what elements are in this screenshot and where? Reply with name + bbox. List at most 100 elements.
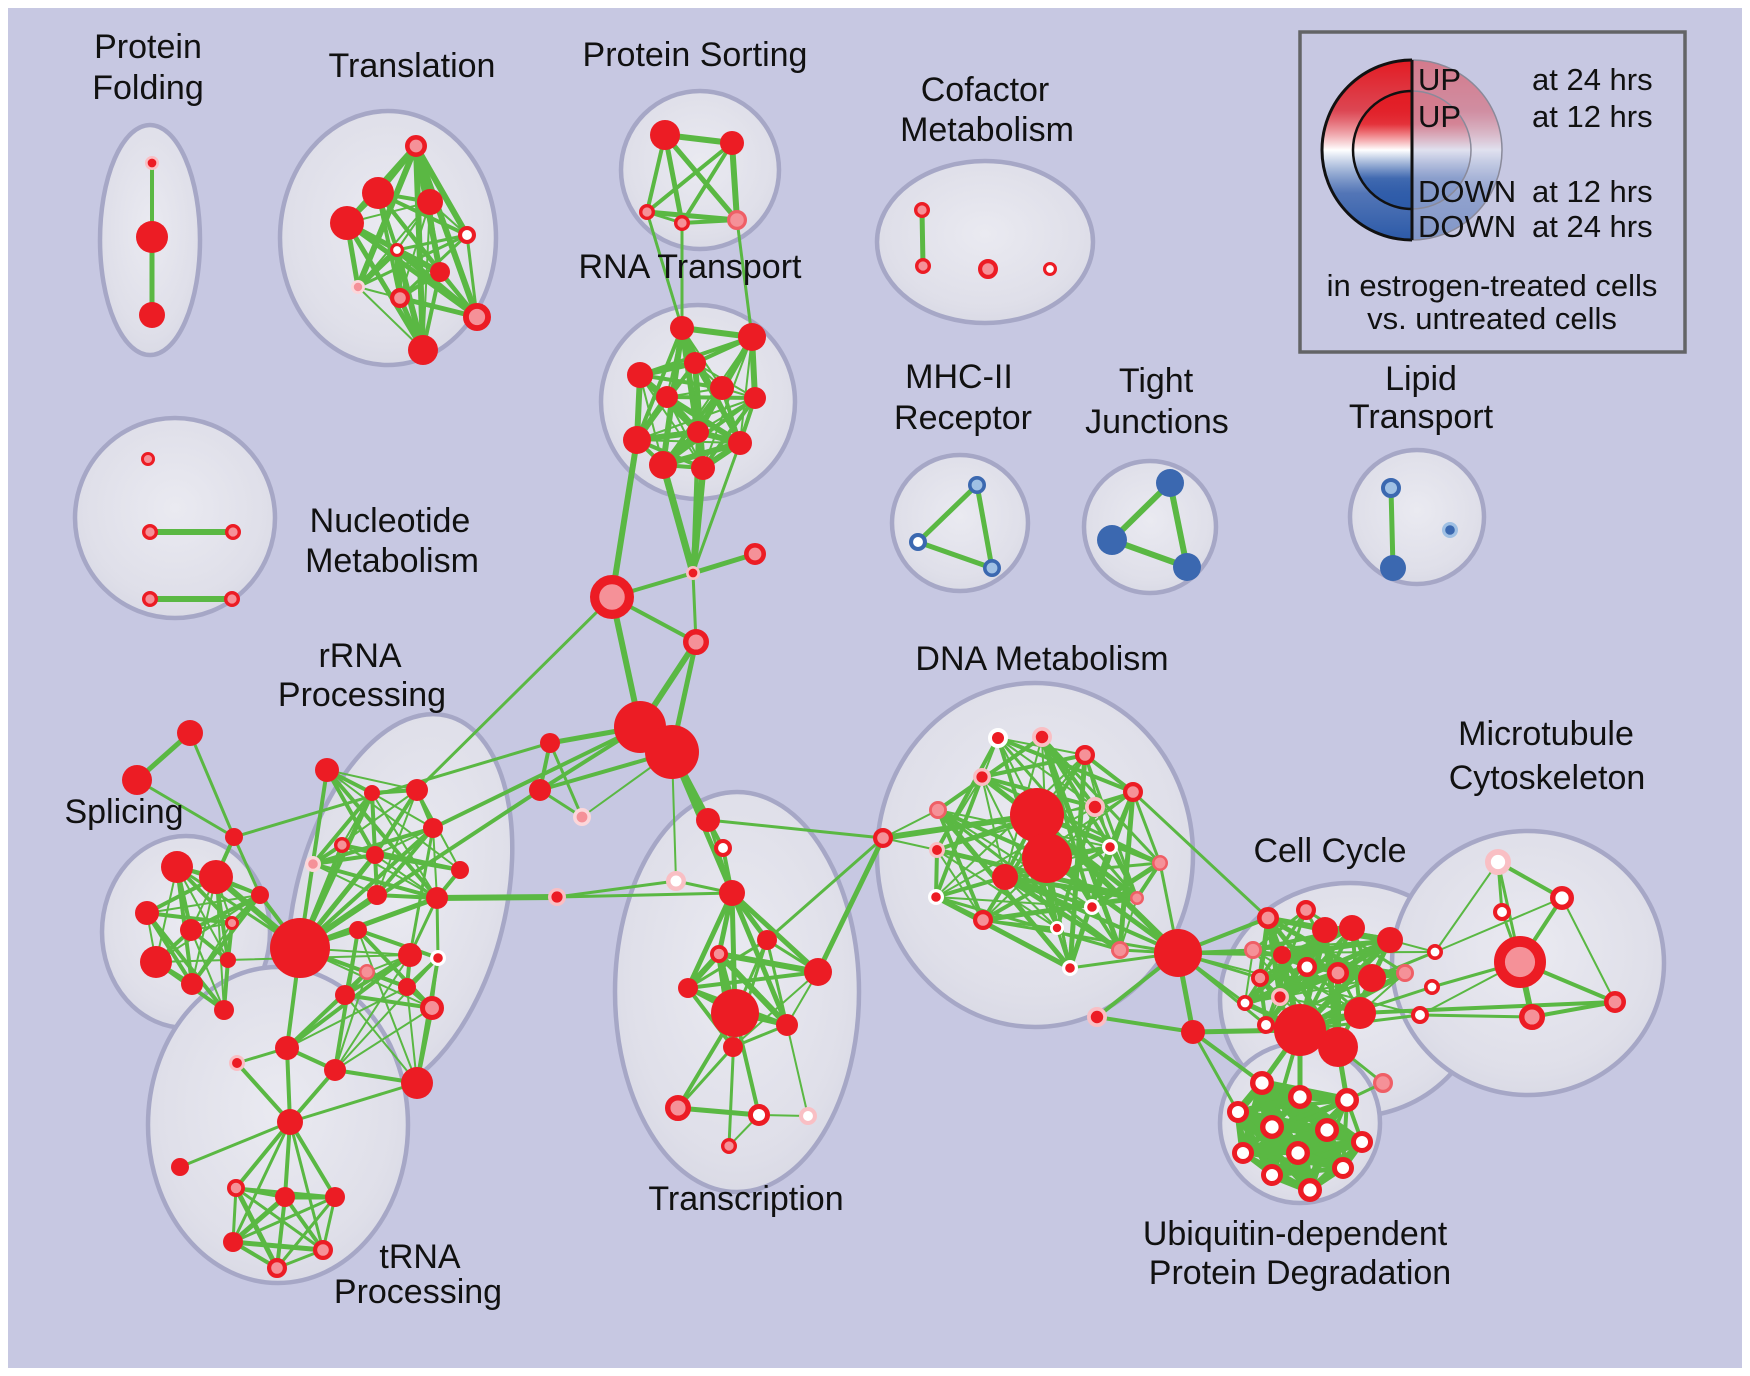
network-edge: [915, 482, 980, 545]
network-node: [335, 985, 355, 1005]
network-edge: [936, 849, 1058, 929]
network-node: [1085, 797, 1106, 818]
network-node: [1287, 1084, 1312, 1109]
network-node: [678, 978, 698, 998]
network-node: [1381, 478, 1401, 498]
legend-direction-label: DOWN: [1418, 209, 1516, 244]
network-edge: [1388, 485, 1396, 571]
network-node: [1257, 1016, 1276, 1035]
network-node: [1314, 1117, 1339, 1142]
network-edge: [325, 768, 439, 900]
network-edge: [356, 928, 434, 1010]
network-node: [684, 352, 706, 374]
network-edge: [326, 769, 461, 871]
network-edge: [190, 929, 225, 1011]
network-node: [325, 1187, 345, 1207]
network-edge: [1242, 937, 1393, 1006]
network-node: [747, 1103, 770, 1126]
network-node: [1312, 917, 1338, 943]
network-edge: [765, 836, 885, 942]
network-node: [226, 1179, 245, 1198]
network-node: [1130, 891, 1144, 905]
network-node: [1259, 1114, 1284, 1139]
cluster-label: RNA Transport: [579, 248, 803, 286]
network-edge: [1434, 897, 1563, 953]
network-edge: [415, 595, 614, 792]
cluster-label: Tight: [1119, 362, 1194, 400]
network-node: [982, 558, 1001, 577]
network-node: [719, 880, 745, 906]
network-edge: [371, 792, 438, 899]
network-edge: [555, 879, 678, 899]
network-node: [1274, 1004, 1326, 1056]
network-node: [804, 958, 832, 986]
network-edge: [1044, 855, 1181, 956]
network-edge: [1117, 789, 1136, 953]
legend-glyph-outline: [1411, 59, 1503, 241]
network-node: [430, 262, 450, 282]
network-edge: [231, 1120, 292, 1244]
network-edge: [1251, 908, 1308, 952]
network-node: [1297, 1177, 1322, 1202]
network-node: [225, 828, 243, 846]
network-node: [315, 758, 339, 782]
network-edge: [288, 1120, 337, 1199]
network-edge: [915, 539, 995, 571]
network-node: [398, 978, 416, 996]
network-edge: [415, 956, 440, 1085]
network-node: [666, 871, 686, 891]
network-node: [430, 949, 447, 966]
network-node: [463, 303, 492, 332]
network-edge: [357, 286, 424, 351]
network-edge: [1040, 735, 1112, 849]
cluster-label: Metabolism: [305, 542, 479, 580]
network-node: [757, 930, 777, 950]
network-node: [367, 885, 387, 905]
network-node: [419, 996, 444, 1021]
network-node: [1270, 988, 1289, 1007]
network-node: [141, 523, 158, 540]
network-node: [687, 421, 709, 443]
network-edge: [635, 326, 684, 442]
network-edge: [1095, 1015, 1195, 1034]
network-edge: [135, 778, 236, 839]
network-edge: [1108, 845, 1139, 900]
network-node: [408, 335, 438, 365]
network-edge: [406, 986, 418, 1084]
network-edge: [374, 827, 434, 856]
network-node: [313, 1239, 334, 1260]
network-node: [1493, 936, 1546, 989]
network-edge: [933, 894, 1073, 971]
network-node: [1061, 959, 1078, 976]
network-node: [1331, 1156, 1354, 1179]
network-node: [988, 728, 1008, 748]
network-edge: [232, 835, 262, 897]
network-node: [1411, 1006, 1430, 1025]
network-edge: [686, 970, 820, 990]
network-node: [358, 964, 375, 981]
network-node: [275, 1187, 295, 1207]
nodes-layer: [122, 120, 1627, 1278]
network-edge: [1131, 790, 1270, 920]
network-edge: [815, 835, 886, 975]
network-node: [1231, 1141, 1254, 1164]
network-node: [457, 225, 476, 244]
network-node: [673, 214, 690, 231]
network-edge: [882, 809, 939, 839]
legend-box: [1298, 30, 1687, 354]
network-node: [390, 242, 405, 257]
network-node: [275, 1036, 299, 1060]
network-node: [305, 855, 322, 872]
network-node: [324, 1059, 346, 1081]
network-edge: [325, 768, 377, 857]
network-node: [1074, 744, 1095, 765]
cluster-label: Metabolism: [900, 111, 1074, 149]
network-edge: [935, 806, 1096, 898]
network-edge: [981, 918, 1180, 955]
network-node: [366, 846, 384, 864]
network-edge: [311, 791, 374, 866]
network-edge: [285, 970, 369, 1050]
network-edge: [786, 1024, 809, 1117]
network-edge: [1177, 951, 1436, 954]
